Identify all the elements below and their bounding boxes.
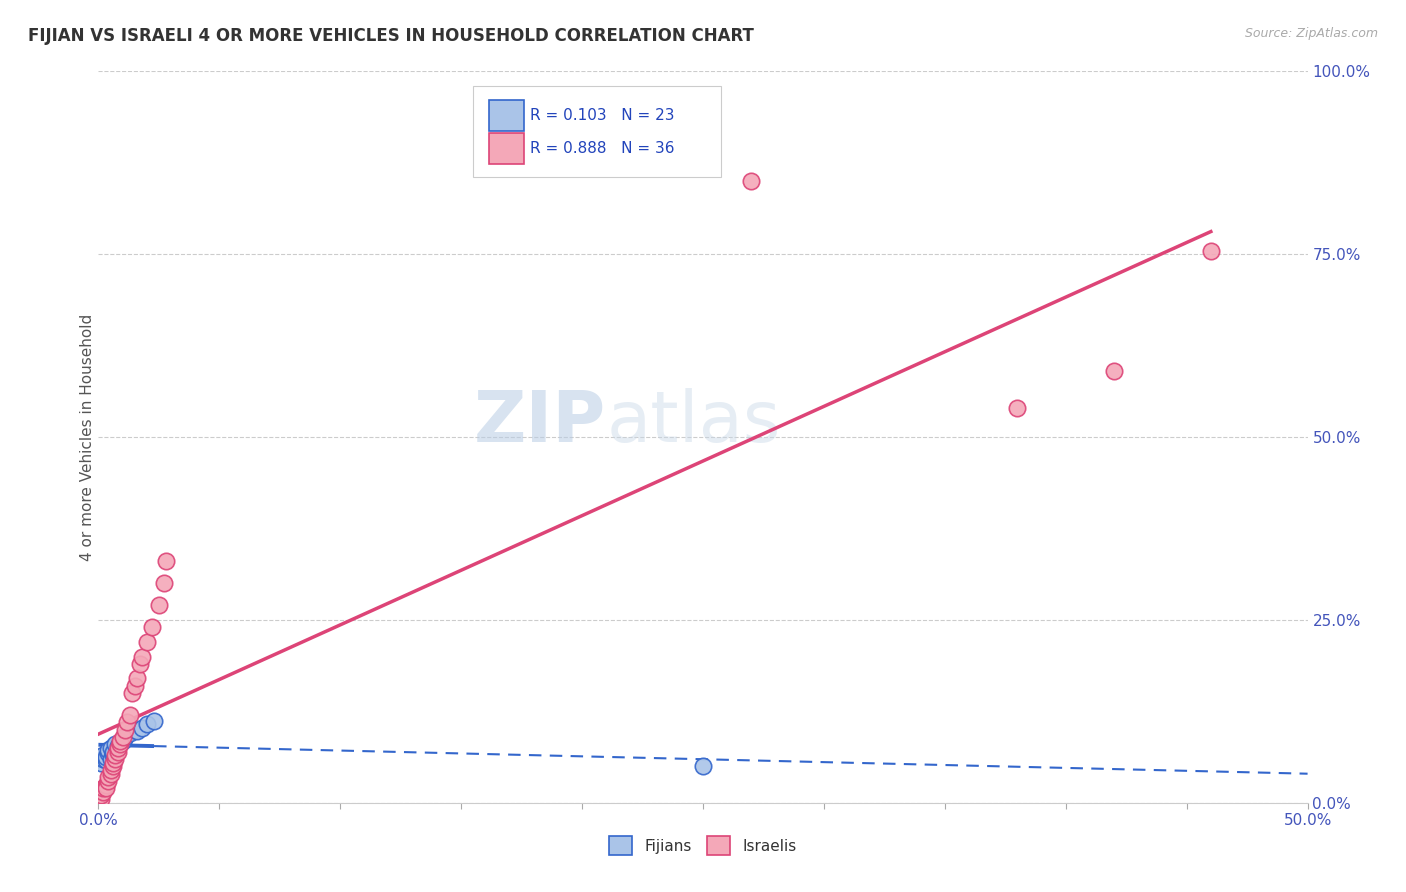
Point (100, 752, 122, 766)
Point (94, 778, 117, 792)
Point (131, 721, 153, 735)
Point (124, 679, 146, 693)
Point (1007, 401, 1029, 415)
Point (91, 781, 114, 796)
Text: FIJIAN VS ISRAELI 4 OR MORE VEHICLES IN HOUSEHOLD CORRELATION CHART: FIJIAN VS ISRAELI 4 OR MORE VEHICLES IN … (28, 27, 754, 45)
Point (1102, 364, 1125, 378)
Point (100, 740, 122, 755)
Point (740, 174, 762, 188)
Point (91, 748, 114, 763)
Point (141, 620, 163, 634)
Point (104, 748, 127, 763)
Point (91, 785, 114, 799)
Point (127, 672, 149, 686)
Text: Source: ZipAtlas.com: Source: ZipAtlas.com (1244, 27, 1378, 40)
Point (155, 554, 177, 568)
FancyBboxPatch shape (489, 133, 524, 163)
Point (91, 752, 114, 766)
Point (104, 737, 127, 751)
Point (117, 715, 139, 730)
Point (101, 756, 124, 770)
Text: atlas: atlas (606, 388, 780, 457)
Point (135, 716, 157, 731)
Point (97, 746, 120, 760)
Point (121, 686, 143, 700)
Point (111, 730, 134, 744)
Point (90, 756, 112, 770)
Point (107, 739, 129, 753)
Text: ZIP: ZIP (474, 388, 606, 457)
Text: R = 0.103   N = 23: R = 0.103 N = 23 (530, 108, 675, 123)
Point (108, 737, 131, 751)
FancyBboxPatch shape (489, 100, 524, 130)
Point (108, 736, 131, 750)
Point (127, 724, 149, 739)
Point (131, 649, 153, 664)
Point (97, 773, 120, 788)
Point (118, 708, 141, 723)
FancyBboxPatch shape (474, 86, 721, 178)
Point (97, 743, 120, 757)
Point (94, 753, 117, 767)
Point (107, 740, 129, 755)
Point (124, 723, 146, 737)
Y-axis label: 4 or more Vehicles in Household: 4 or more Vehicles in Household (80, 313, 94, 561)
Point (94, 781, 117, 796)
Point (143, 714, 166, 728)
Point (94, 750, 117, 764)
Point (101, 745, 124, 759)
Point (1199, 244, 1222, 258)
Point (692, 759, 714, 773)
Point (118, 726, 141, 740)
Point (135, 635, 157, 649)
Point (148, 599, 170, 613)
Point (97, 770, 120, 784)
Point (100, 763, 122, 777)
Point (100, 766, 122, 780)
Point (101, 759, 124, 773)
Point (90, 789, 112, 803)
Point (104, 752, 127, 766)
Point (114, 730, 136, 744)
Point (108, 733, 131, 747)
Point (111, 733, 134, 747)
Point (128, 657, 150, 671)
Point (107, 745, 129, 759)
Legend: Fijians, Israelis: Fijians, Israelis (603, 830, 803, 861)
Point (114, 723, 136, 737)
Point (90, 792, 112, 806)
Point (101, 748, 124, 763)
Text: R = 0.888   N = 36: R = 0.888 N = 36 (530, 141, 675, 156)
Point (152, 576, 174, 591)
